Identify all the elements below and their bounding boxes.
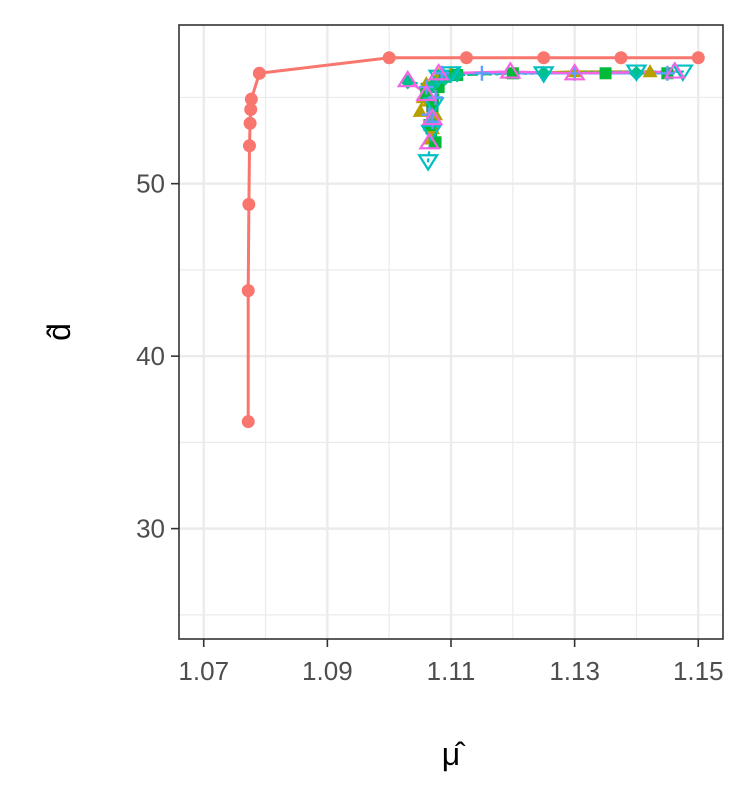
series-1-point xyxy=(537,51,551,65)
series-5-point xyxy=(671,64,694,82)
series-7-point xyxy=(396,69,419,88)
series-1-point xyxy=(241,415,255,429)
series-1-point xyxy=(614,51,628,65)
x-tick-label: 1.09 xyxy=(302,656,353,686)
series-5-point xyxy=(417,154,440,172)
x-tick-label: 1.07 xyxy=(178,656,229,686)
x-tick-label: 1.11 xyxy=(427,656,476,686)
grid-major xyxy=(179,25,723,639)
tick-labels: 1.07 1.09 1.11 1.13 1.15 30 40 50 xyxy=(136,169,723,686)
series-7-point xyxy=(499,61,522,79)
series-6-point xyxy=(474,65,490,81)
series-1-point xyxy=(243,116,257,130)
series-7-point xyxy=(663,61,686,79)
x-tick-label: 1.15 xyxy=(673,656,724,686)
series-1-point xyxy=(241,284,255,298)
series-7-point xyxy=(427,62,450,81)
series-layer xyxy=(241,51,705,429)
axis-ticks xyxy=(171,182,700,647)
y-tick-label: 40 xyxy=(136,341,165,371)
series-1-point xyxy=(244,103,258,117)
x-tick-label: 1.13 xyxy=(549,656,600,686)
series-3-point xyxy=(599,67,612,80)
y-tick-label: 50 xyxy=(136,169,165,199)
series-7-point xyxy=(418,131,441,150)
series-1-point xyxy=(242,139,256,153)
series-5-point xyxy=(427,69,450,88)
series-1-point xyxy=(242,197,256,211)
y-tick-label: 30 xyxy=(136,514,165,544)
series-5-point xyxy=(532,66,555,84)
series-7-point xyxy=(415,83,438,102)
series-1-point xyxy=(691,51,705,65)
y-axis-title: d̂ xyxy=(41,323,77,341)
series-1-point xyxy=(459,51,473,65)
series-6-point xyxy=(428,89,444,105)
series-1-point xyxy=(382,51,396,65)
series-7-point xyxy=(421,107,444,126)
series-1-point xyxy=(252,66,266,80)
series-2-point xyxy=(642,64,658,78)
series-5-point xyxy=(420,124,443,143)
series-6-point xyxy=(424,114,440,130)
series-4-point xyxy=(628,65,644,81)
series-1-point xyxy=(244,92,258,106)
series-5-point xyxy=(625,64,648,82)
series-7-point xyxy=(563,62,586,81)
